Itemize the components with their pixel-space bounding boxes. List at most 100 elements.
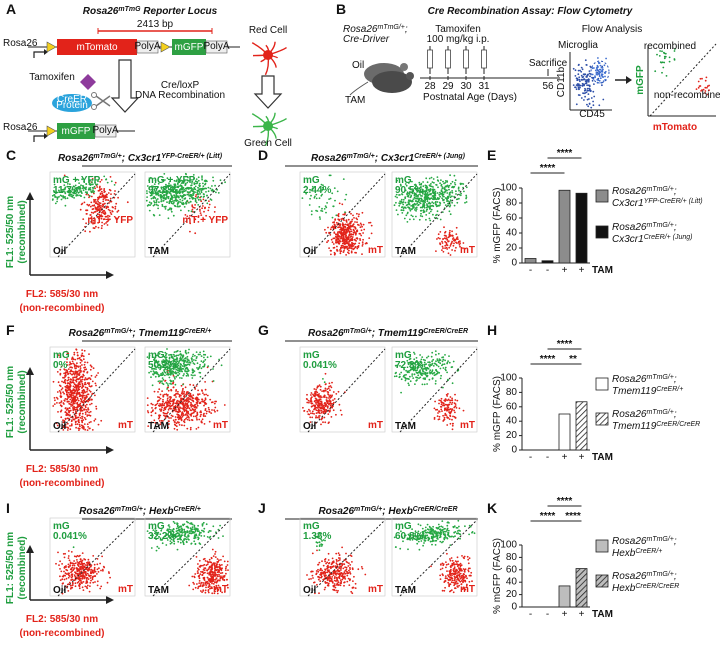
gating-dot — [588, 87, 591, 90]
event-dot — [196, 413, 199, 416]
plot-frame — [299, 171, 386, 258]
event-dot — [443, 418, 446, 421]
event-dot — [108, 215, 111, 218]
event-dot — [158, 214, 161, 217]
example-dot — [661, 50, 663, 53]
event-dot — [306, 393, 308, 396]
event-dot — [196, 401, 199, 403]
event-dot — [344, 228, 347, 231]
event-dot — [77, 561, 80, 564]
event-dot — [174, 196, 176, 199]
event-dot — [197, 215, 200, 217]
example-dot — [662, 66, 665, 69]
event-dot — [168, 376, 171, 379]
event-dot — [94, 176, 96, 179]
event-dot — [354, 233, 357, 236]
event-dot — [459, 182, 462, 185]
event-dot — [79, 367, 82, 369]
event-dot — [114, 190, 116, 192]
event-dot — [88, 183, 91, 186]
event-dot — [148, 186, 151, 189]
event-dot — [409, 209, 412, 212]
event-dot — [368, 221, 370, 224]
event-dot — [185, 203, 188, 205]
event-dot — [176, 413, 179, 416]
event-dot — [314, 402, 317, 404]
event-dot — [62, 391, 64, 394]
event-dot — [203, 363, 206, 366]
event-dot — [163, 412, 166, 415]
event-dot — [54, 399, 56, 402]
event-dot — [60, 195, 63, 197]
event-dot — [75, 365, 78, 368]
event-dot — [73, 397, 76, 400]
event-dot — [103, 175, 106, 178]
event-dot — [462, 242, 465, 244]
event-dot — [159, 364, 162, 367]
event-dot — [66, 400, 69, 403]
treatment-label: Oil — [303, 246, 317, 257]
event-dot — [332, 391, 335, 393]
event-dot — [59, 560, 61, 563]
creer-protein — [52, 94, 92, 112]
event-dot — [192, 400, 195, 403]
event-dot — [425, 374, 428, 377]
event-dot — [344, 242, 346, 245]
gating-dot — [580, 97, 583, 99]
event-dot — [458, 189, 460, 192]
event-dot — [451, 186, 453, 189]
event-dot — [325, 231, 328, 234]
event-dot — [429, 205, 431, 207]
event-dot — [321, 407, 324, 410]
event-dot — [348, 246, 351, 249]
event-dot — [187, 373, 189, 376]
gating-dot — [597, 61, 600, 64]
event-dot — [179, 350, 182, 353]
event-dot — [194, 354, 196, 357]
event-dot — [76, 374, 78, 376]
gate-diagonal — [57, 173, 136, 258]
event-dot — [77, 399, 80, 402]
gating-dot — [577, 84, 579, 87]
event-dot — [76, 362, 78, 365]
event-dot — [203, 187, 206, 190]
genotype-title-part: CreER/CreER — [423, 328, 468, 335]
event-dot — [78, 578, 80, 581]
event-dot — [74, 582, 77, 585]
event-dot — [100, 217, 103, 220]
event-dot — [83, 423, 86, 425]
event-dot — [159, 374, 162, 377]
fl2-label: FL2: 585/30 nm — [26, 464, 98, 475]
event-dot — [186, 397, 189, 400]
gating-dot — [575, 77, 578, 80]
gating-dot — [572, 84, 575, 86]
event-dot — [167, 394, 169, 396]
event-dot — [178, 189, 181, 192]
event-dot — [452, 244, 455, 247]
event-dot — [163, 393, 166, 396]
event-dot — [421, 356, 424, 358]
event-dot — [339, 409, 342, 412]
event-dot — [92, 575, 94, 578]
gating-dot — [594, 69, 597, 72]
event-dot — [429, 202, 432, 205]
example-dot — [699, 85, 702, 87]
event-dot — [184, 386, 187, 389]
event-dot — [414, 200, 417, 203]
genotype-title-part: CreER/+ (Jung) — [414, 153, 465, 160]
event-dot — [343, 245, 345, 248]
event-dot — [186, 407, 189, 409]
event-dot — [164, 408, 167, 411]
event-dot — [204, 179, 207, 182]
event-dot — [86, 423, 89, 426]
event-dot — [320, 396, 323, 399]
event-dot — [63, 188, 66, 191]
event-dot — [183, 206, 186, 208]
mouse-ear — [400, 63, 408, 71]
event-dot — [70, 420, 73, 423]
event-dot — [447, 360, 449, 362]
event-dot — [321, 188, 324, 191]
event-dot — [96, 584, 99, 587]
cell-arrow — [253, 75, 283, 109]
event-dot — [85, 209, 87, 212]
